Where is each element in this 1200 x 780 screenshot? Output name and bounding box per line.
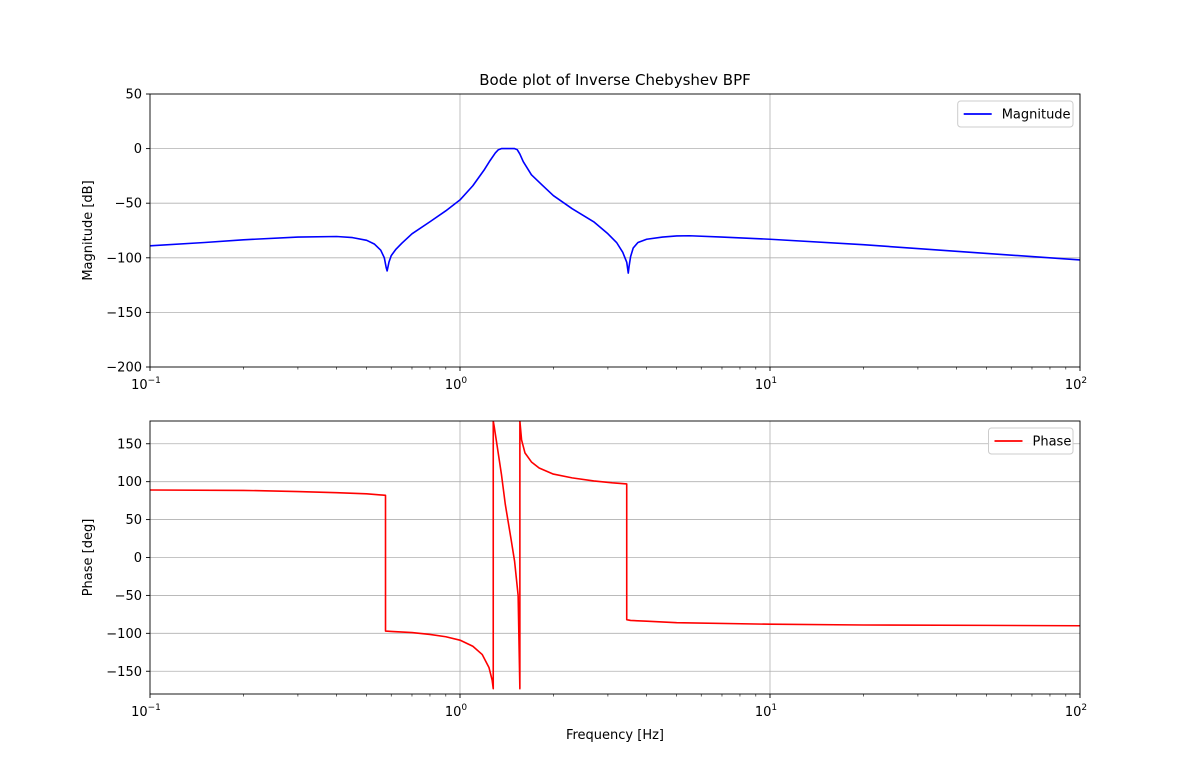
legend: Phase [988,427,1074,455]
x-tick-label: 101 [755,376,777,393]
y-tick-label: 100 [117,475,142,490]
y-tick-label: 50 [125,88,142,103]
y-tick-label: −150 [106,665,142,680]
y-tick-label: 0 [134,551,142,566]
series-line-magnitude [150,147,1080,274]
legend-label: Magnitude [1002,108,1071,123]
x-tick-label: 102 [1065,703,1087,720]
legend: Magnitude [957,100,1074,128]
y-tick-label: −100 [106,627,142,642]
x-tick-label: 100 [445,376,468,393]
series-line-phase [150,421,1080,690]
axes-frame [149,93,1081,368]
y-tick-label: 150 [117,437,142,452]
x-axis-label: Frequency [Hz] [566,728,664,743]
x-tick-label: 102 [1065,376,1087,393]
x-tick-label: 10−1 [131,376,161,393]
y-tick-label: 50 [125,513,142,528]
y-tick-label: −50 [115,197,142,212]
legend-label: Phase [1033,435,1072,450]
y-axis-label: Magnitude [dB] [81,180,96,280]
y-tick-label: 0 [134,142,142,157]
x-tick-label: 100 [445,703,468,720]
x-tick-label: 10−1 [131,703,161,720]
x-tick-label: 101 [755,703,777,720]
y-tick-label: −50 [115,589,142,604]
chart-title: Bode plot of Inverse Chebyshev BPF [479,71,751,89]
y-tick-label: −150 [106,306,142,321]
legend-box [957,100,1074,128]
phase-subplot: 150 100 50 0 −50 −100 −150 10−1 100 101 102 Phase [… [81,420,1087,720]
y-axis-label: Phase [deg] [81,519,96,597]
y-tick-label: −100 [106,251,142,266]
y-tick-label: −200 [106,361,142,376]
legend-box [988,427,1074,455]
